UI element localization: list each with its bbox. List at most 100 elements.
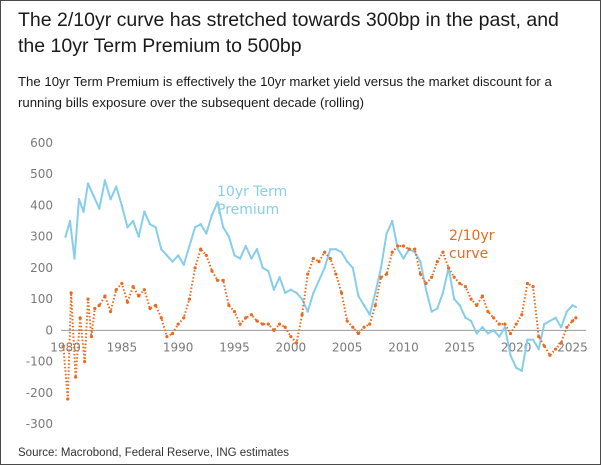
term-premium-point (233, 254, 236, 257)
term-premium-point (295, 291, 298, 295)
curve-2-10-point (300, 313, 304, 317)
curve-2-10-point (475, 303, 479, 307)
curve-2-10-point (413, 247, 417, 251)
term-premium-point (278, 276, 281, 279)
term-premium-point (481, 326, 484, 329)
curve-2-10-point (430, 275, 434, 279)
curve-2-10-line (62, 245, 577, 400)
x-tick-label: 2010 (388, 340, 419, 354)
series-term-premium (64, 179, 578, 373)
term-premium-point (199, 222, 202, 226)
term-premium-point (351, 266, 354, 270)
curve-2-10-point (187, 297, 192, 301)
curve-2-10-point (204, 253, 208, 257)
curve-2-10-point (424, 281, 428, 286)
x-tick-label: 2025 (557, 340, 588, 354)
curve-2-10-point (97, 303, 101, 307)
term-premium-point (464, 316, 467, 320)
term-premium-point (419, 260, 422, 263)
term-premium-point (73, 257, 76, 260)
term-premium-point (312, 291, 315, 295)
term-premium-point (250, 257, 253, 260)
curve-2-10-point (294, 341, 299, 345)
term-premium-point (261, 266, 264, 270)
curve-2-10-point (277, 322, 282, 326)
curve-2-10-point (390, 250, 394, 254)
term-premium-point (300, 297, 304, 301)
curve-2-10-point (463, 285, 468, 289)
term-premium-point (143, 210, 146, 213)
curve-2-10-point (108, 310, 113, 314)
source-note: Source: Macrobond, Federal Reserve, ING … (18, 447, 290, 459)
x-tick-label: 1990 (163, 340, 194, 354)
curve-2-10-point (452, 275, 456, 279)
curve-2-10-point (238, 322, 242, 326)
curve-2-10-label: 2/10yr curve (449, 228, 495, 262)
term-premium-point (334, 247, 338, 251)
curve-2-10-point (120, 281, 124, 286)
term-premium-point (345, 260, 349, 263)
term-premium-point (193, 226, 197, 229)
term-premium-point (537, 347, 540, 351)
chart-title: The 2/10yr curve has stretched towards 3… (18, 9, 559, 57)
curve-2-10-point (221, 278, 225, 282)
term-premium-point (357, 294, 360, 298)
curve-2-10-point (574, 316, 578, 320)
term-premium-point (222, 226, 225, 229)
y-tick-label: -100 (26, 355, 53, 369)
curve-2-10-point (362, 325, 366, 329)
curve-2-10-point (542, 344, 546, 348)
term-premium-point (492, 329, 495, 332)
curve-2-10-point (559, 341, 563, 345)
curve-2-10-point (379, 275, 383, 279)
term-premium-point (441, 291, 445, 295)
curve-2-10-point (514, 322, 518, 326)
curve-2-10-point (548, 353, 552, 357)
term-premium-point (565, 310, 569, 313)
term-premium-point (543, 322, 546, 326)
curve-2-10-point (142, 288, 146, 292)
curve-2-10-point (69, 291, 73, 295)
term-premium-point (317, 279, 321, 282)
term-premium-point (227, 235, 231, 238)
curve-2-10-point (480, 294, 484, 298)
curve-2-10-point (114, 288, 118, 292)
y-tick-label: 0 (45, 323, 53, 337)
term-premium-point (182, 263, 186, 266)
curve-2-10-point (323, 250, 327, 254)
y-tick-label: 600 (30, 136, 53, 150)
series-2-10-curve (61, 244, 578, 401)
term-premium-point (548, 319, 552, 323)
term-premium-point (154, 226, 157, 229)
term-premium-point (554, 316, 557, 320)
term-premium-point (306, 310, 309, 313)
term-premium-point (509, 354, 512, 357)
term-premium-point (340, 251, 343, 254)
term-premium-point (238, 257, 242, 260)
term-premium-point (458, 304, 462, 307)
term-premium-point (160, 247, 163, 251)
curve-2-10-point (435, 260, 439, 264)
curve-2-10-point (553, 347, 558, 351)
term-premium-point (103, 179, 107, 182)
curve-2-10-point (328, 256, 332, 261)
term-premium-point (469, 319, 473, 323)
curve-2-10-point (486, 310, 490, 314)
curve-2-10-point (306, 272, 310, 276)
term-premium-line (64, 179, 577, 372)
term-premium-point (216, 201, 219, 204)
term-premium-point (520, 369, 523, 373)
curve-2-10-point (351, 325, 355, 329)
term-premium-point (362, 304, 366, 307)
curve-2-10-point (401, 244, 406, 248)
term-premium-point (188, 244, 191, 248)
y-tick-label: 200 (30, 261, 53, 275)
curve-2-10-point (199, 247, 203, 251)
curve-2-10-point (170, 331, 175, 336)
curve-2-10-point (345, 319, 349, 323)
term-premium-point (244, 244, 247, 248)
term-premium-point (148, 222, 152, 226)
term-premium-point (391, 219, 394, 223)
